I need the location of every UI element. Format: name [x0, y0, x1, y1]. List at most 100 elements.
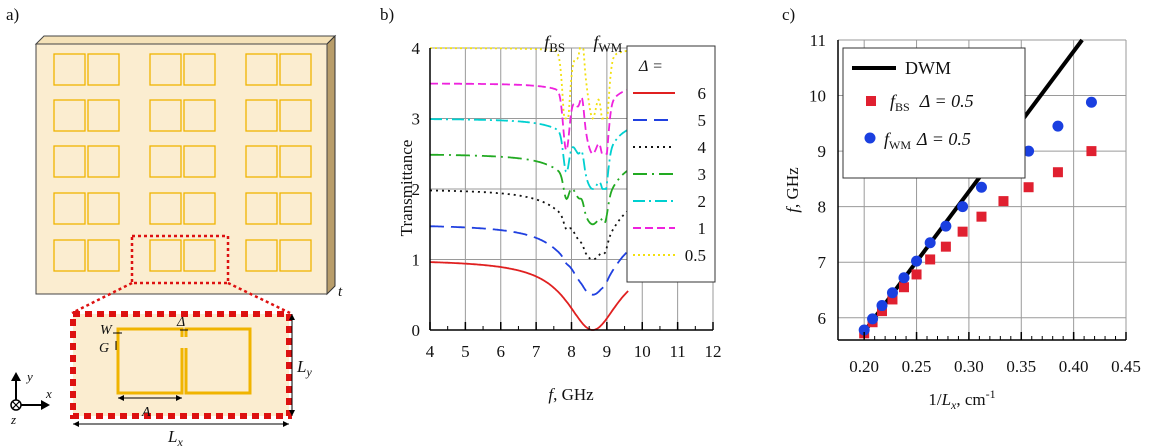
chart-c-xtick-label: 0.40 [1059, 357, 1089, 376]
chart-c-ytick-label: 8 [818, 198, 827, 217]
point-bs [876, 306, 887, 317]
delta-label: Δ [176, 315, 185, 330]
chart-b-ytick-label: 2 [412, 180, 421, 199]
point-wm [1023, 145, 1035, 157]
resonator-cell [245, 145, 278, 178]
point-wm [886, 287, 898, 299]
annotation-bs: fBS [544, 32, 565, 55]
series-line-delta-5 [429, 225, 629, 296]
series-line-delta-3 [429, 153, 629, 226]
legend-entry-label: 1 [698, 219, 707, 238]
series-line-delta-2 [430, 118, 629, 190]
chart-b-xtick-label: 11 [669, 342, 685, 361]
panel-b-label: b) [380, 5, 394, 24]
chart-b-ytick-label: 1 [412, 251, 421, 270]
resonator-cell [53, 192, 86, 225]
chart-c-ytick-label: 10 [809, 87, 826, 106]
chart-c-legend: DWM fBS Δ = 0.5 fWM Δ = 0.5 [852, 58, 974, 152]
resonator-cell [279, 99, 312, 132]
W-label: W [100, 323, 113, 338]
resonator-cell [53, 239, 86, 272]
legend-entry-label: 3 [698, 165, 707, 184]
point-bs [925, 254, 936, 265]
point-wm [867, 313, 879, 325]
panel-c-label: c) [782, 5, 795, 24]
chart-b-xtick-label: 6 [497, 342, 506, 361]
resonator-cell [87, 192, 120, 225]
point-wm [858, 324, 870, 336]
legend-fbs-marker [866, 96, 876, 106]
resonator-cell [53, 145, 86, 178]
slab-side-face [326, 34, 336, 296]
resonator-cell [279, 145, 312, 178]
chart-c-xlabel: 1/Lx, cm-1 [928, 387, 995, 412]
resonator-cell [183, 192, 216, 225]
chart-b-ylabel: Transmittance [397, 140, 416, 237]
thickness-label: t [338, 284, 343, 300]
axis-y-label: y [25, 369, 33, 384]
series-line-delta-4 [430, 189, 629, 261]
resonator-cell [149, 239, 182, 272]
resonator-cell [279, 192, 312, 225]
axis-x-label: x [45, 386, 52, 401]
frequency-chart: 0.20 0.25 0.30 0.35 0.40 0.45 6 7 8 9 10 11 DWM fBS… [783, 31, 1141, 412]
chart-b-xlabel: f, GHz [548, 385, 594, 404]
series-line-delta-1 [430, 82, 629, 155]
resonator-cell [183, 239, 216, 272]
resonator-cell [279, 239, 312, 272]
legend-fwm-label: fWM Δ = 0.5 [884, 129, 971, 152]
chart-b-ytick-label: 0 [412, 321, 421, 340]
resonator-cell [53, 99, 86, 132]
highlight-box [130, 234, 230, 285]
resonator-cell [149, 192, 182, 225]
resonator-cell [183, 99, 216, 132]
chart-b-legend: 6 5 4 3 2 1 0.5 [633, 84, 707, 265]
legend-entry-label: 0.5 [685, 246, 706, 265]
resonator-cell [53, 53, 86, 86]
point-wm [940, 220, 952, 232]
chart-c-ytick-label: 7 [818, 253, 827, 272]
point-wm [975, 181, 987, 193]
resonator-cell [245, 239, 278, 272]
point-bs [998, 196, 1009, 207]
legend-fwm-marker [864, 132, 876, 144]
point-bs [1023, 182, 1034, 193]
chart-c-ytick-label: 11 [810, 31, 826, 50]
chart-b-xtick-label: 4 [426, 342, 435, 361]
metasurface-slab [34, 34, 337, 296]
resonator-cell [149, 53, 182, 86]
resonator-cell [245, 192, 278, 225]
dimension-annotations: W G Δ A Ly Lx [73, 314, 312, 446]
chart-c-xtick-label: 0.25 [902, 357, 932, 376]
Ly-label: Ly [296, 357, 312, 379]
Lx-label: Lx [167, 427, 183, 446]
chart-c-xtick-label: 0.45 [1111, 357, 1141, 376]
chart-b-xtick-label: 12 [705, 342, 722, 361]
legend-dwm-label: DWM [905, 58, 951, 78]
chart-c-xtick-label: 0.20 [849, 357, 879, 376]
point-wm [957, 201, 969, 213]
chart-c-ytick-label: 9 [818, 142, 827, 161]
resonator-cell [245, 53, 278, 86]
point-bs [898, 282, 909, 293]
chart-b-legend-box [626, 45, 716, 283]
chart-b-annotations: fBS fWM [544, 32, 622, 55]
chart-b-ytick-label: 4 [412, 39, 421, 58]
slab-top-face [34, 35, 337, 45]
resonator-grid [53, 53, 312, 272]
point-bs [911, 269, 922, 280]
point-bs [976, 211, 987, 222]
A-label: A [141, 405, 151, 420]
point-bs [1052, 167, 1063, 178]
chart-c-ylabel: f, GHz [783, 167, 802, 213]
chart-c-ytick-label: 6 [818, 309, 827, 328]
point-wm [1085, 96, 1097, 108]
point-bs [940, 241, 951, 252]
axis-z-label: z [10, 412, 16, 427]
coordinate-triad: y x z [10, 369, 52, 427]
legend-entry-label: 4 [698, 138, 707, 157]
chart-b-xtick-label: 9 [603, 342, 612, 361]
point-wm [911, 255, 923, 267]
resonator-cell [149, 145, 182, 178]
